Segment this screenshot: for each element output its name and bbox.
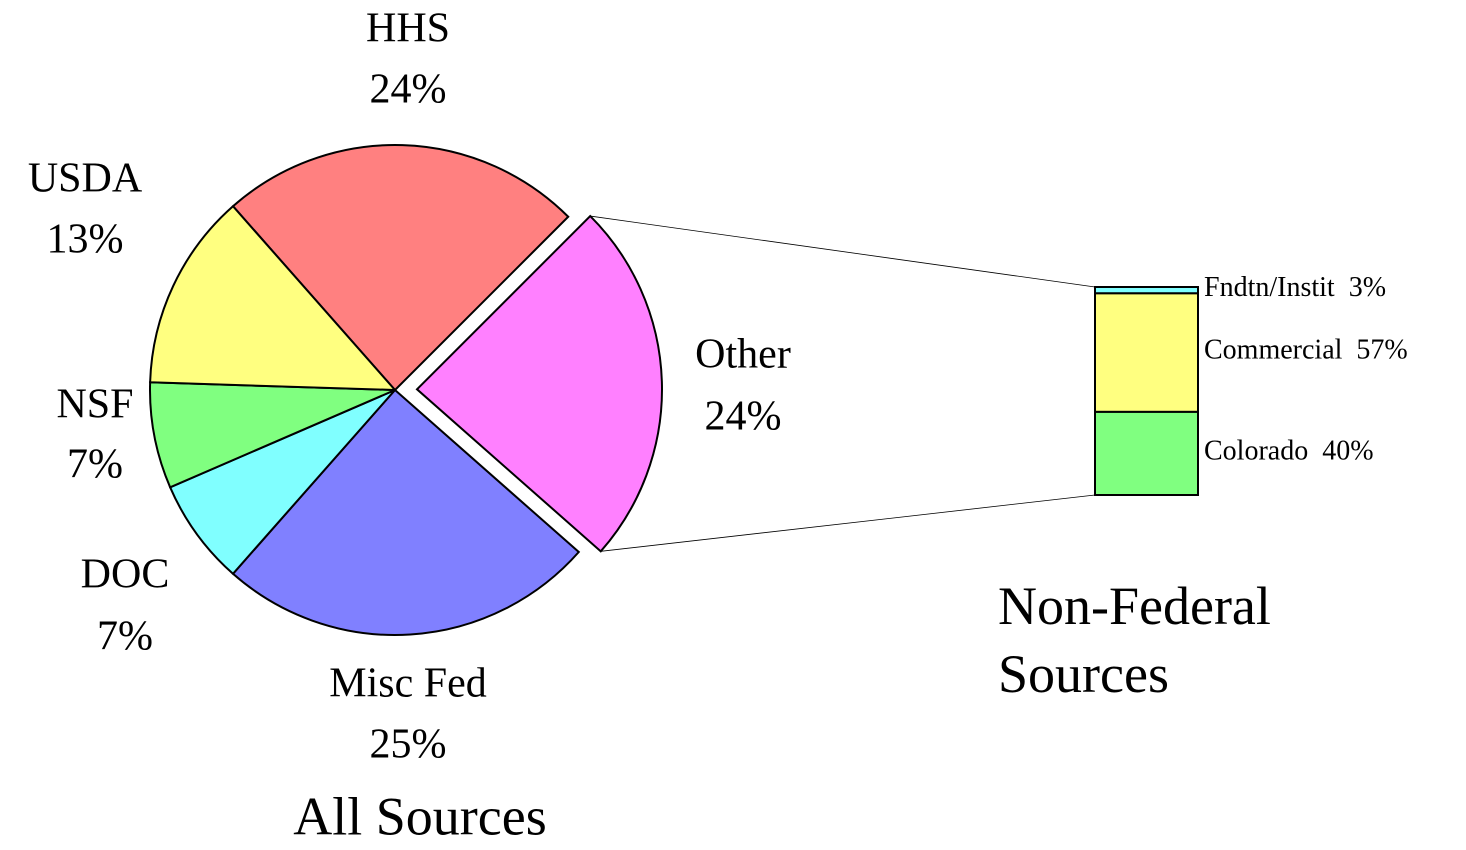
segment-category: Colorado — [1204, 436, 1308, 467]
pie-slice — [231, 144, 570, 392]
segment-category: Fndtn/Instit — [1204, 273, 1335, 304]
pie-slice — [415, 214, 663, 553]
slice-value-label: 25% — [370, 722, 447, 768]
pie-slice — [149, 204, 398, 392]
slice-label: Misc Fed — [329, 661, 487, 707]
pie-slice — [149, 381, 396, 489]
slice-label: USDA — [28, 156, 143, 202]
bar-segment — [1094, 292, 1199, 413]
slice-value-label: 7% — [67, 442, 123, 488]
slice-value-label: 24% — [705, 394, 782, 440]
bar-segment — [1094, 286, 1199, 295]
segment-label: Commercial 57% — [1204, 335, 1408, 366]
bar-segment — [1094, 410, 1199, 496]
connector-line — [600, 494, 1096, 552]
slice-value-label: 13% — [47, 217, 124, 263]
segment-category: Commercial — [1204, 335, 1343, 366]
slice-label: HHS — [366, 6, 450, 52]
pie-slice — [168, 389, 396, 576]
slice-value-label: 7% — [97, 614, 153, 660]
segment-label: Colorado 40% — [1204, 436, 1374, 467]
slice-label: NSF — [56, 382, 133, 428]
connector-line — [590, 215, 1096, 288]
slice-value-label: 24% — [370, 67, 447, 113]
segment-value-label: 40% — [1322, 436, 1373, 467]
pie-slice — [231, 388, 581, 636]
slice-label: DOC — [81, 552, 170, 598]
pie-title: All Sources — [293, 786, 546, 846]
bar-title: Non-Federal Sources — [998, 576, 1271, 704]
slice-label: Other — [695, 332, 791, 378]
segment-value-label: 3% — [1349, 273, 1386, 304]
segment-label: Fndtn/Instit 3% — [1204, 273, 1386, 304]
segment-value-label: 57% — [1356, 335, 1407, 366]
